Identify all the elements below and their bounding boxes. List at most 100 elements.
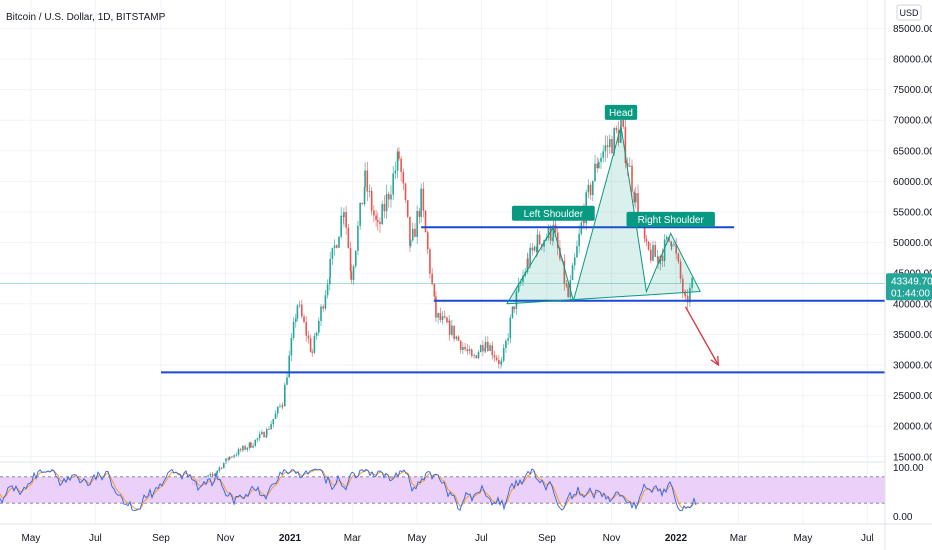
candle-body xyxy=(489,345,491,351)
candle-body xyxy=(233,455,235,457)
candle-body xyxy=(652,245,654,261)
candle-body xyxy=(381,203,383,225)
candle-body xyxy=(286,377,288,385)
candle-body xyxy=(487,341,489,351)
candle-body xyxy=(500,360,503,362)
candle-body xyxy=(484,341,487,348)
candle-body xyxy=(214,473,216,476)
candle-body xyxy=(223,463,225,469)
candle-body xyxy=(471,354,473,356)
candle-body xyxy=(675,243,677,254)
left-shoulder-label-box xyxy=(511,205,595,221)
candle-body xyxy=(502,347,505,361)
candle-body xyxy=(305,322,308,336)
left-shoulder-label: Left Shoulder xyxy=(511,205,595,221)
candle-body xyxy=(576,246,578,258)
candle-body xyxy=(250,442,252,448)
candle-body xyxy=(431,273,433,284)
candle-body xyxy=(411,228,414,241)
candle-body xyxy=(684,295,687,296)
candle-body xyxy=(505,340,507,348)
candle-body xyxy=(643,223,646,239)
candle-body xyxy=(329,277,331,285)
candle-body xyxy=(455,336,458,339)
head-label-box xyxy=(604,104,638,120)
candle-body xyxy=(511,306,514,318)
candle-body xyxy=(500,361,502,365)
candle-body xyxy=(591,181,594,196)
candle-body xyxy=(670,244,673,247)
candle-body xyxy=(457,336,460,341)
price-tick-label: 55000.00 xyxy=(893,208,932,219)
oscillator-main-line xyxy=(0,468,697,512)
candle-body xyxy=(244,446,246,450)
currency-selector[interactable]: USD xyxy=(896,4,922,21)
candle-body xyxy=(552,224,555,238)
candle-body xyxy=(464,346,466,350)
candle-body xyxy=(435,296,437,318)
candle-body xyxy=(439,313,442,320)
price-tick-label: 65000.00 xyxy=(893,146,932,157)
candle-body xyxy=(231,456,233,458)
time-tick-label: 2021 xyxy=(279,533,302,544)
candle-body xyxy=(459,340,462,350)
oscillator-panel xyxy=(0,461,885,512)
candle-body xyxy=(563,260,566,284)
candle-body xyxy=(679,261,682,279)
currency-box[interactable] xyxy=(896,4,922,21)
candle-body xyxy=(254,439,257,446)
candle-body xyxy=(552,237,554,241)
candle-body xyxy=(352,266,355,280)
candle-body xyxy=(673,243,675,245)
candle-body xyxy=(347,227,350,249)
candle-body xyxy=(531,247,534,251)
candle-body xyxy=(620,119,622,126)
time-tick-label: Sep xyxy=(538,533,556,544)
candle-body xyxy=(335,245,338,248)
candle-body xyxy=(598,161,600,169)
candle-body xyxy=(533,246,536,251)
time-tick-label: 2022 xyxy=(665,533,688,544)
candle-body xyxy=(613,128,615,154)
candle-body xyxy=(357,225,359,251)
candle-body xyxy=(359,202,361,226)
candle-body xyxy=(602,151,604,158)
oscillator-tick-label: 100.00 xyxy=(893,463,924,474)
candle-body xyxy=(218,467,221,471)
last-price-countdown: 01:44:00 xyxy=(891,288,930,299)
candle-body xyxy=(333,245,336,248)
price-tick-label: 80000.00 xyxy=(893,55,932,66)
candle-body xyxy=(340,215,342,237)
candle-body xyxy=(441,316,444,320)
pattern-neckline xyxy=(506,291,701,305)
time-axis[interactable]: May Jul Sep Nov 2021 Mar May Jul Sep Nov 2022 Mar Ma… xyxy=(0,523,932,544)
candle-body xyxy=(368,190,371,192)
head-label-text: Head xyxy=(609,108,633,119)
candle-body xyxy=(477,352,480,359)
candle-body xyxy=(684,292,686,296)
candle-body xyxy=(468,349,471,351)
right-shoulder-label: Right Shoulder xyxy=(626,211,715,227)
candle-body xyxy=(235,454,238,456)
candle-body xyxy=(661,255,664,262)
pattern-outline xyxy=(506,126,701,305)
candle-body xyxy=(402,171,405,184)
price-tick-label: 20000.00 xyxy=(893,422,932,433)
time-tick-label: May xyxy=(793,533,812,544)
candle-body xyxy=(396,151,399,171)
candle-body xyxy=(313,335,316,353)
last-price-value: 43349.70 xyxy=(891,276,932,287)
candle-body xyxy=(433,283,436,297)
candle-body xyxy=(426,232,429,250)
candle-body xyxy=(482,345,484,352)
right-shoulder-label-box xyxy=(626,211,715,227)
candle-body xyxy=(571,265,574,281)
candle-body xyxy=(350,271,353,280)
candle-body xyxy=(609,139,611,148)
candle-body xyxy=(385,193,388,212)
candle-body xyxy=(207,475,209,477)
candle-body xyxy=(326,284,329,296)
candle-body xyxy=(294,318,297,322)
